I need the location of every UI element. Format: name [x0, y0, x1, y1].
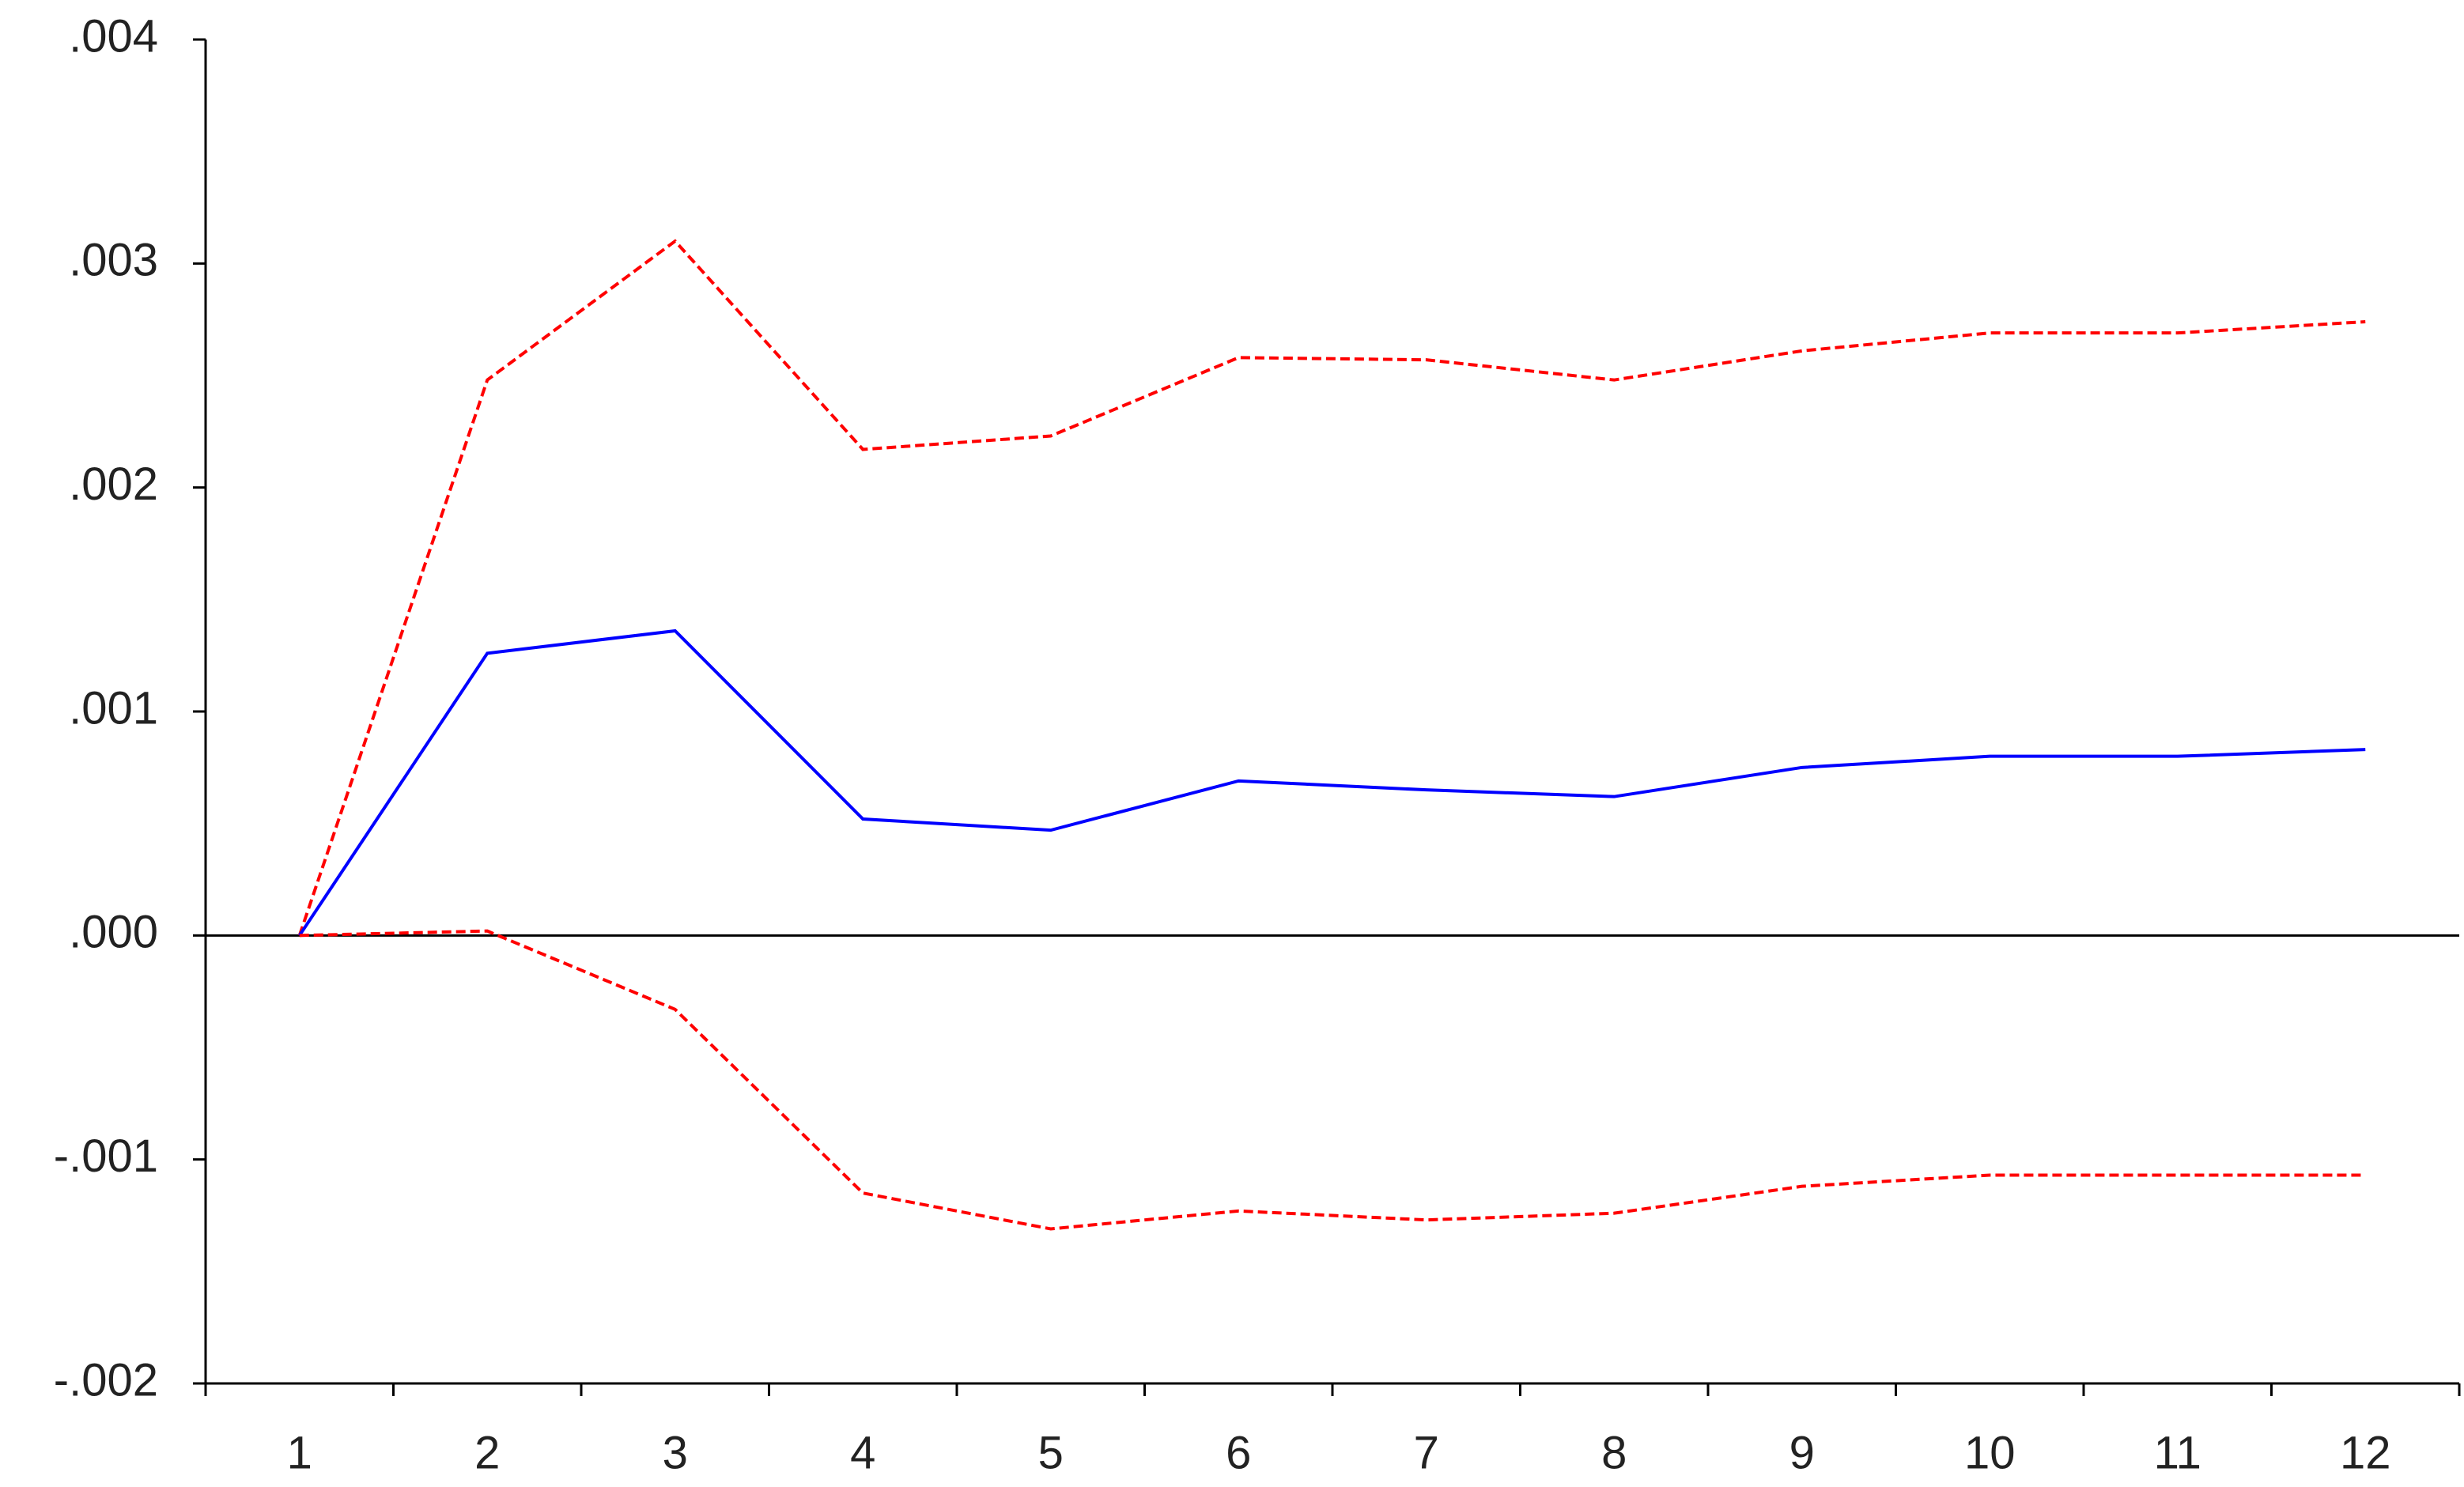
x-tick-label: 5: [1038, 1427, 1064, 1478]
x-tick-label: 8: [1601, 1427, 1627, 1478]
x-tick-label: 7: [1414, 1427, 1439, 1478]
y-tick-label: .004: [69, 10, 158, 62]
x-tick-label: 12: [2340, 1427, 2391, 1478]
x-tick-label: 4: [850, 1427, 875, 1478]
x-tick-label: 10: [1964, 1427, 2016, 1478]
x-tick-label: 3: [663, 1427, 688, 1478]
x-tick-label: 9: [1789, 1427, 1815, 1478]
x-tick-label: 11: [2154, 1427, 2201, 1478]
y-tick-label: .003: [69, 235, 158, 286]
x-tick-label: 1: [287, 1427, 312, 1478]
y-tick-label: .002: [69, 459, 158, 510]
x-tick-label: 6: [1226, 1427, 1251, 1478]
series-line: [298, 628, 2366, 937]
x-tick-label: 2: [474, 1427, 500, 1478]
y-tick-label: -.002: [54, 1354, 158, 1406]
series-line: [299, 929, 2366, 1231]
y-tick-label: -.001: [54, 1130, 158, 1182]
series-line: [297, 239, 2366, 936]
y-tick-label: .001: [69, 682, 158, 734]
y-tick-label: .000: [69, 907, 158, 958]
